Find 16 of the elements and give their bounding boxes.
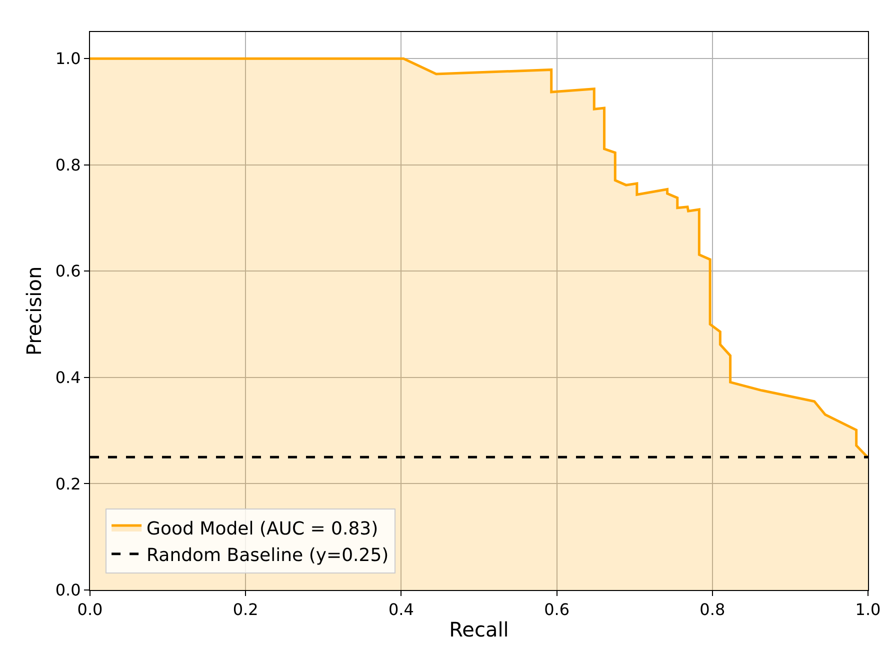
y-axis-title: Precision bbox=[22, 266, 46, 356]
y-tick-label: 0.4 bbox=[55, 368, 81, 388]
y-tick-label: 0.0 bbox=[55, 580, 81, 600]
legend-label: Random Baseline (y=0.25) bbox=[146, 544, 389, 566]
y-tick-label: 1.0 bbox=[55, 49, 81, 68]
x-tick-label: 0.6 bbox=[544, 600, 570, 620]
legend-label: Good Model (AUC = 0.83) bbox=[146, 518, 378, 540]
x-tick-label: 0.0 bbox=[77, 600, 103, 620]
x-tick-label: 0.4 bbox=[388, 600, 414, 620]
x-axis-title: Recall bbox=[449, 618, 509, 642]
y-tick-label: 0.2 bbox=[55, 474, 81, 494]
y-tick-label: 0.6 bbox=[55, 262, 81, 281]
x-tick-label: 0.2 bbox=[232, 600, 258, 620]
y-tick-label: 0.8 bbox=[55, 155, 81, 174]
x-tick-label: 0.8 bbox=[700, 600, 726, 620]
x-tick-label: 1.0 bbox=[855, 600, 881, 620]
